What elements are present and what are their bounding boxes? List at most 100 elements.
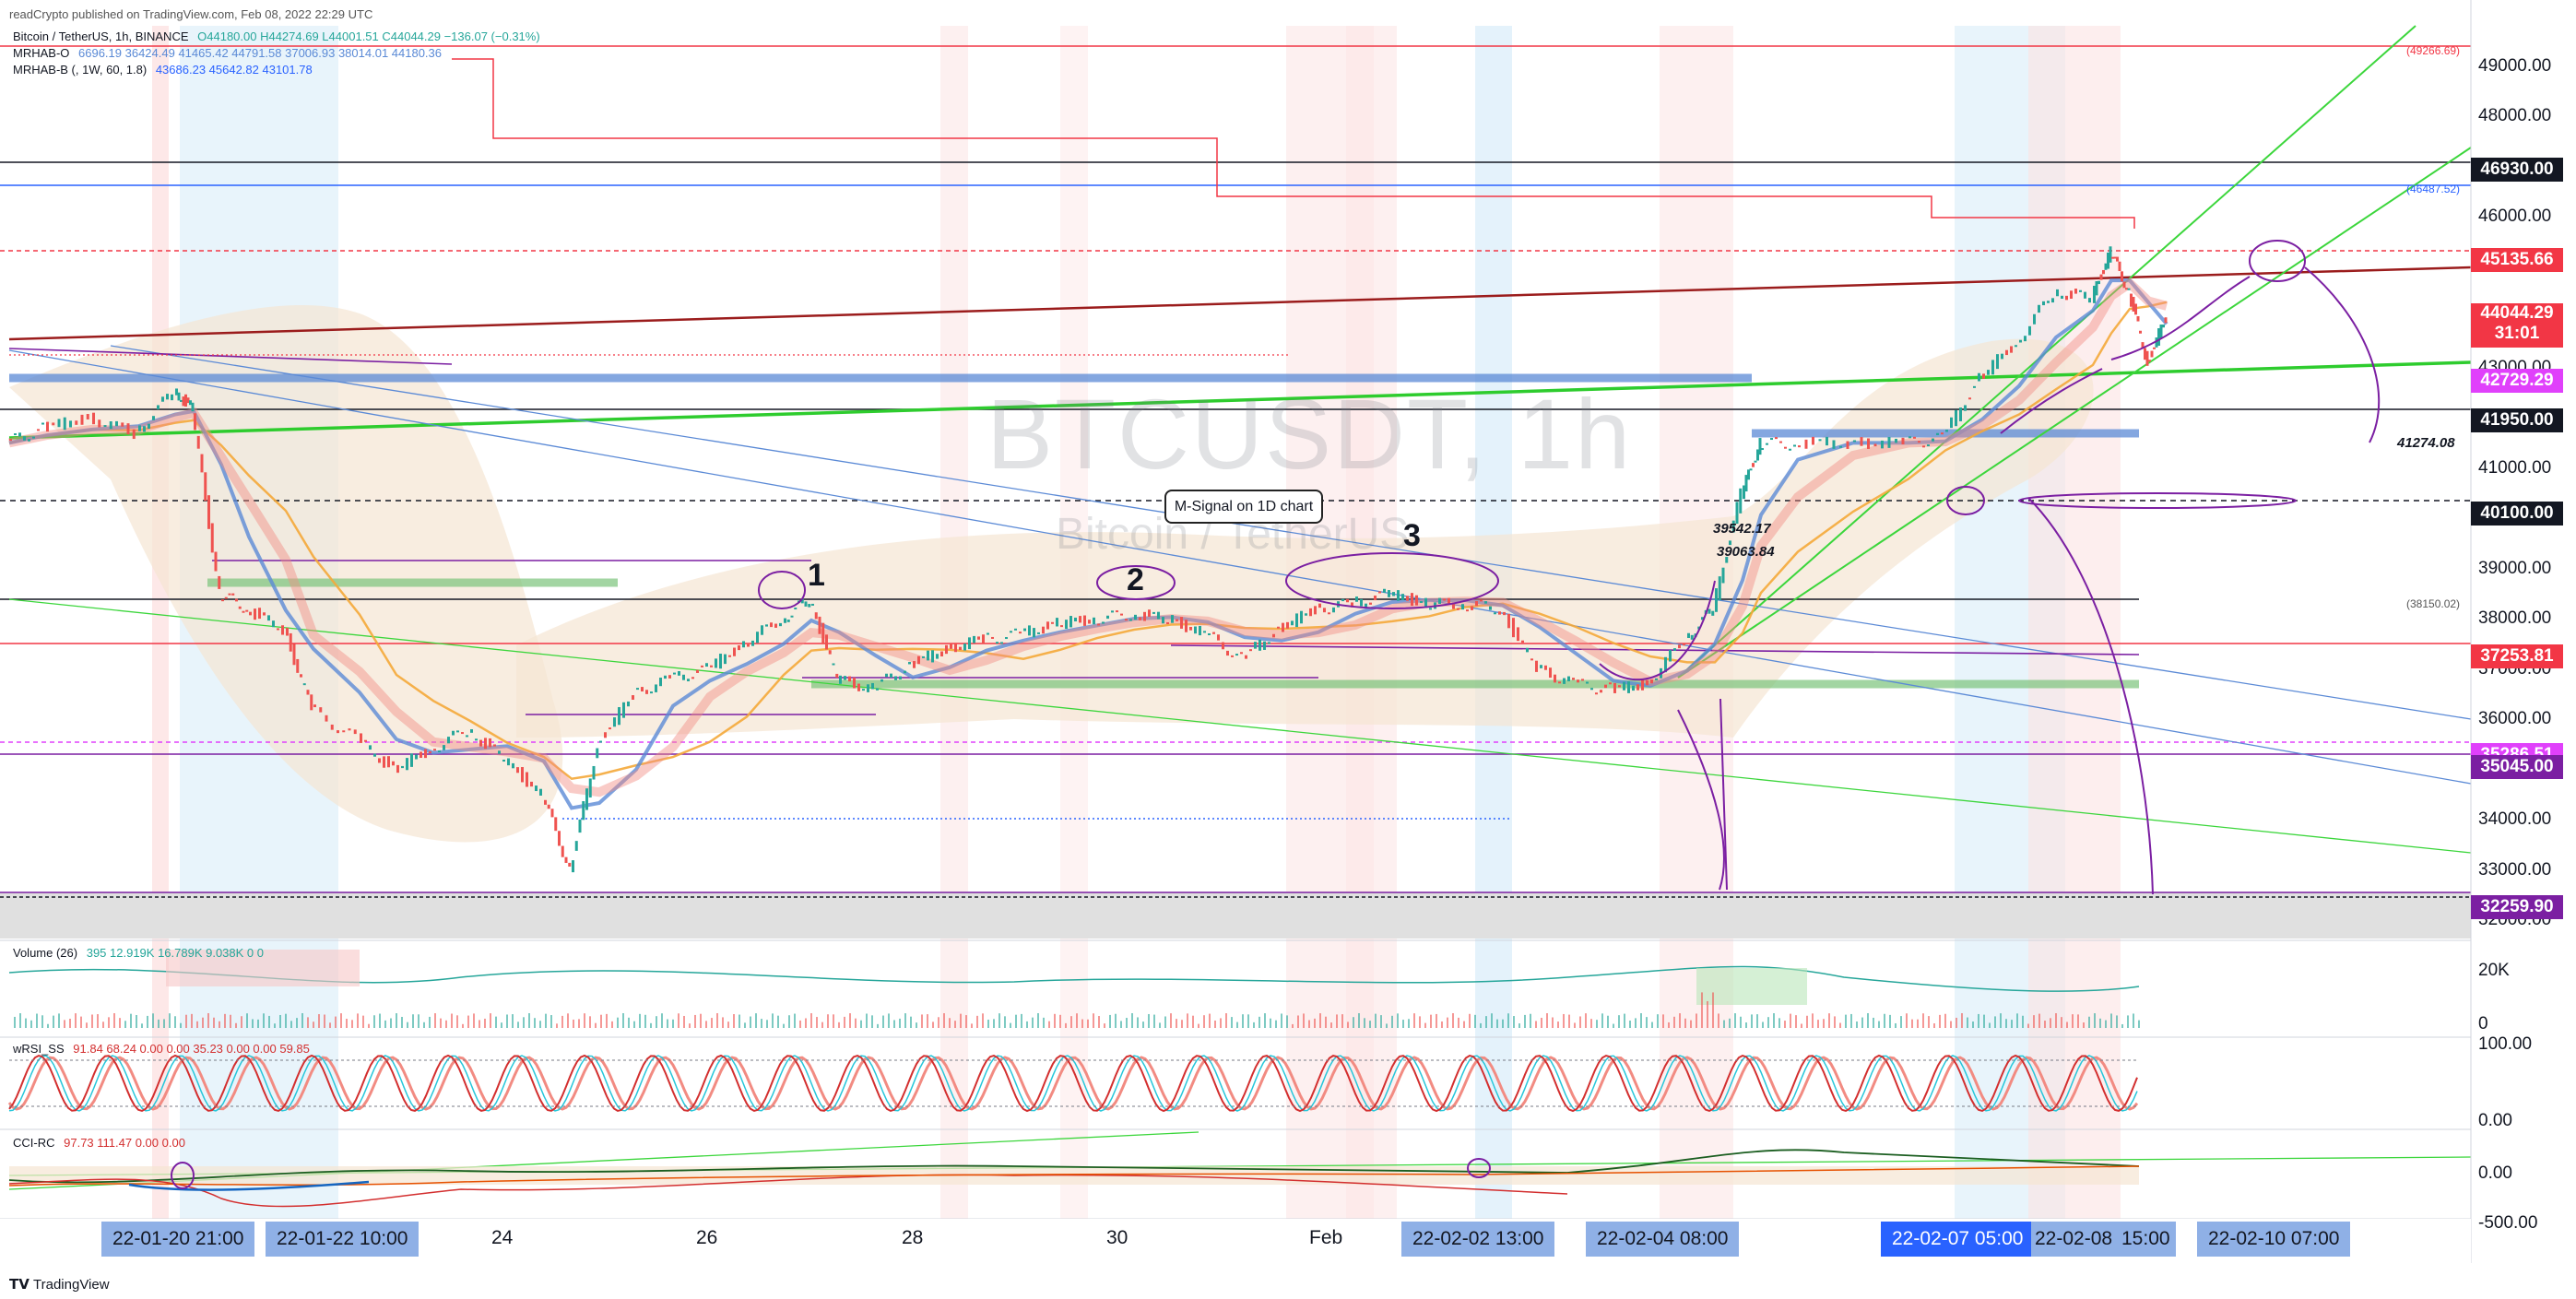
- price-label[interactable]: 35045.00: [2471, 755, 2563, 780]
- candle: [1707, 608, 1711, 614]
- volume-bar: [517, 1021, 519, 1028]
- price-label[interactable]: 45135.66: [2471, 248, 2563, 273]
- volume-bar: [1812, 1013, 1814, 1028]
- volume-bar: [1430, 1014, 1432, 1028]
- price-label[interactable]: 40100.00: [2471, 501, 2563, 526]
- candle: [641, 687, 644, 692]
- candle: [1438, 597, 1441, 604]
- candle: [2127, 288, 2131, 290]
- volume-bar: [30, 1020, 32, 1028]
- rsi-line: [8, 1054, 2138, 1113]
- candle: [1249, 649, 1252, 652]
- candle: [80, 414, 84, 425]
- volume-bar: [916, 1022, 917, 1028]
- candle: [784, 618, 786, 623]
- volume-bar: [860, 1020, 862, 1028]
- candle: [63, 417, 66, 431]
- time-box-5[interactable]: 22-02-07 05:00: [1881, 1222, 2035, 1257]
- candle: [738, 644, 740, 651]
- volume-bar: [1740, 1016, 1742, 1028]
- volume-bar: [1115, 1013, 1117, 1028]
- candle: [1466, 609, 1469, 612]
- annotation-2: 2: [1127, 562, 1144, 597]
- price-label[interactable]: 37253.81: [2471, 644, 2563, 668]
- volume-bar: [1994, 1016, 1996, 1028]
- cci-legend[interactable]: CCI-RC 97.73 111.47 0.00 0.00: [13, 1136, 185, 1150]
- candle: [1572, 678, 1575, 680]
- rsi-tick-100: 100.00: [2478, 1034, 2533, 1054]
- volume-bar: [1408, 1019, 1410, 1028]
- candle: [1637, 684, 1639, 691]
- volume-bar: [1651, 1021, 1653, 1028]
- candle: [1461, 604, 1464, 610]
- time-box-3[interactable]: 22-02-02 13:00: [1401, 1222, 1555, 1257]
- volume-bar: [932, 1021, 934, 1028]
- volume-legend[interactable]: Volume (26) 395 12.919K 16.789K 9.038K 0…: [13, 946, 264, 960]
- candle: [742, 641, 745, 648]
- time-box-7[interactable]: 15:00: [2116, 1222, 2176, 1257]
- candle: [564, 856, 568, 863]
- tradingview-logo[interactable]: 𝗧𝗩 TradingView: [9, 1276, 110, 1293]
- time-box-2[interactable]: 22-01-22 10:00: [266, 1222, 419, 1257]
- volume-bar: [1502, 1019, 1504, 1028]
- candle: [272, 620, 275, 628]
- candle: [2102, 269, 2105, 275]
- candle: [848, 676, 851, 682]
- price-label[interactable]: 32259.90: [2471, 895, 2563, 920]
- candle: [148, 423, 150, 430]
- annotation-3: 3: [1403, 518, 1421, 553]
- candle: [479, 739, 482, 747]
- candle: [438, 750, 441, 752]
- legend-row-mrhab-b[interactable]: MRHAB-B (, 1W, 60, 1.8) 43686.23 45642.8…: [13, 63, 313, 77]
- legend-row-mrhab-o[interactable]: MRHAB-O 6696.19 36424.49 41465.42 44791.…: [13, 46, 442, 60]
- volume-bar: [683, 1015, 685, 1028]
- time-box-6[interactable]: 22-02-08: [2031, 1222, 2117, 1257]
- price-label[interactable]: 44044.29 31:01: [2471, 302, 2563, 348]
- candle: [263, 612, 266, 616]
- candle: [1563, 678, 1566, 684]
- time-tick-28: 28: [902, 1227, 924, 1248]
- candle: [1987, 370, 1990, 375]
- volume-bar: [357, 1013, 359, 1028]
- time-box-4[interactable]: 22-02-04 08:00: [1586, 1222, 1740, 1257]
- candle: [756, 632, 759, 644]
- candle: [1968, 397, 1971, 400]
- candle: [931, 650, 934, 663]
- candle: [224, 596, 228, 599]
- volume-bar: [1557, 1021, 1559, 1028]
- candle: [1540, 665, 1542, 668]
- price-label[interactable]: 42729.29: [2471, 369, 2563, 394]
- candle: [2164, 317, 2168, 324]
- m-signal-callout[interactable]: M-Signal on 1D chart: [1164, 490, 1323, 524]
- candle: [1756, 449, 1759, 461]
- price-label[interactable]: 41950.00: [2471, 407, 2563, 432]
- candle: [2111, 256, 2114, 259]
- candle: [1507, 613, 1510, 629]
- legend-row-symbol[interactable]: Bitcoin / TetherUS, 1h, BINANCE O44180.0…: [13, 30, 540, 43]
- candle: [922, 655, 925, 658]
- candle: [786, 620, 790, 622]
- candle: [632, 695, 634, 700]
- volume-bar: [1878, 1021, 1880, 1028]
- volume-bar: [1236, 1021, 1238, 1028]
- candle: [466, 735, 468, 738]
- candle: [348, 728, 351, 731]
- candle: [894, 676, 897, 680]
- time-box-8[interactable]: 22-02-10 07:00: [2197, 1222, 2351, 1257]
- volume-bar: [644, 1014, 646, 1028]
- volume-bar: [1059, 1014, 1061, 1028]
- candle: [761, 625, 763, 635]
- volume-bar: [14, 1016, 16, 1028]
- candle: [2136, 315, 2140, 322]
- rsi-legend[interactable]: wRSI_SS 91.84 68.24 0.00 0.00 35.23 0.00…: [13, 1042, 310, 1056]
- candle: [1397, 590, 1400, 601]
- time-box-1[interactable]: 22-01-20 21:00: [101, 1222, 255, 1257]
- candle: [880, 679, 883, 682]
- volume-bar: [1568, 1014, 1570, 1028]
- volume-bar: [1253, 1021, 1255, 1028]
- volume-bar: [1629, 1021, 1631, 1028]
- price-label[interactable]: 46930.00: [2471, 158, 2563, 183]
- candle: [765, 624, 768, 627]
- volume-bar: [672, 1019, 674, 1028]
